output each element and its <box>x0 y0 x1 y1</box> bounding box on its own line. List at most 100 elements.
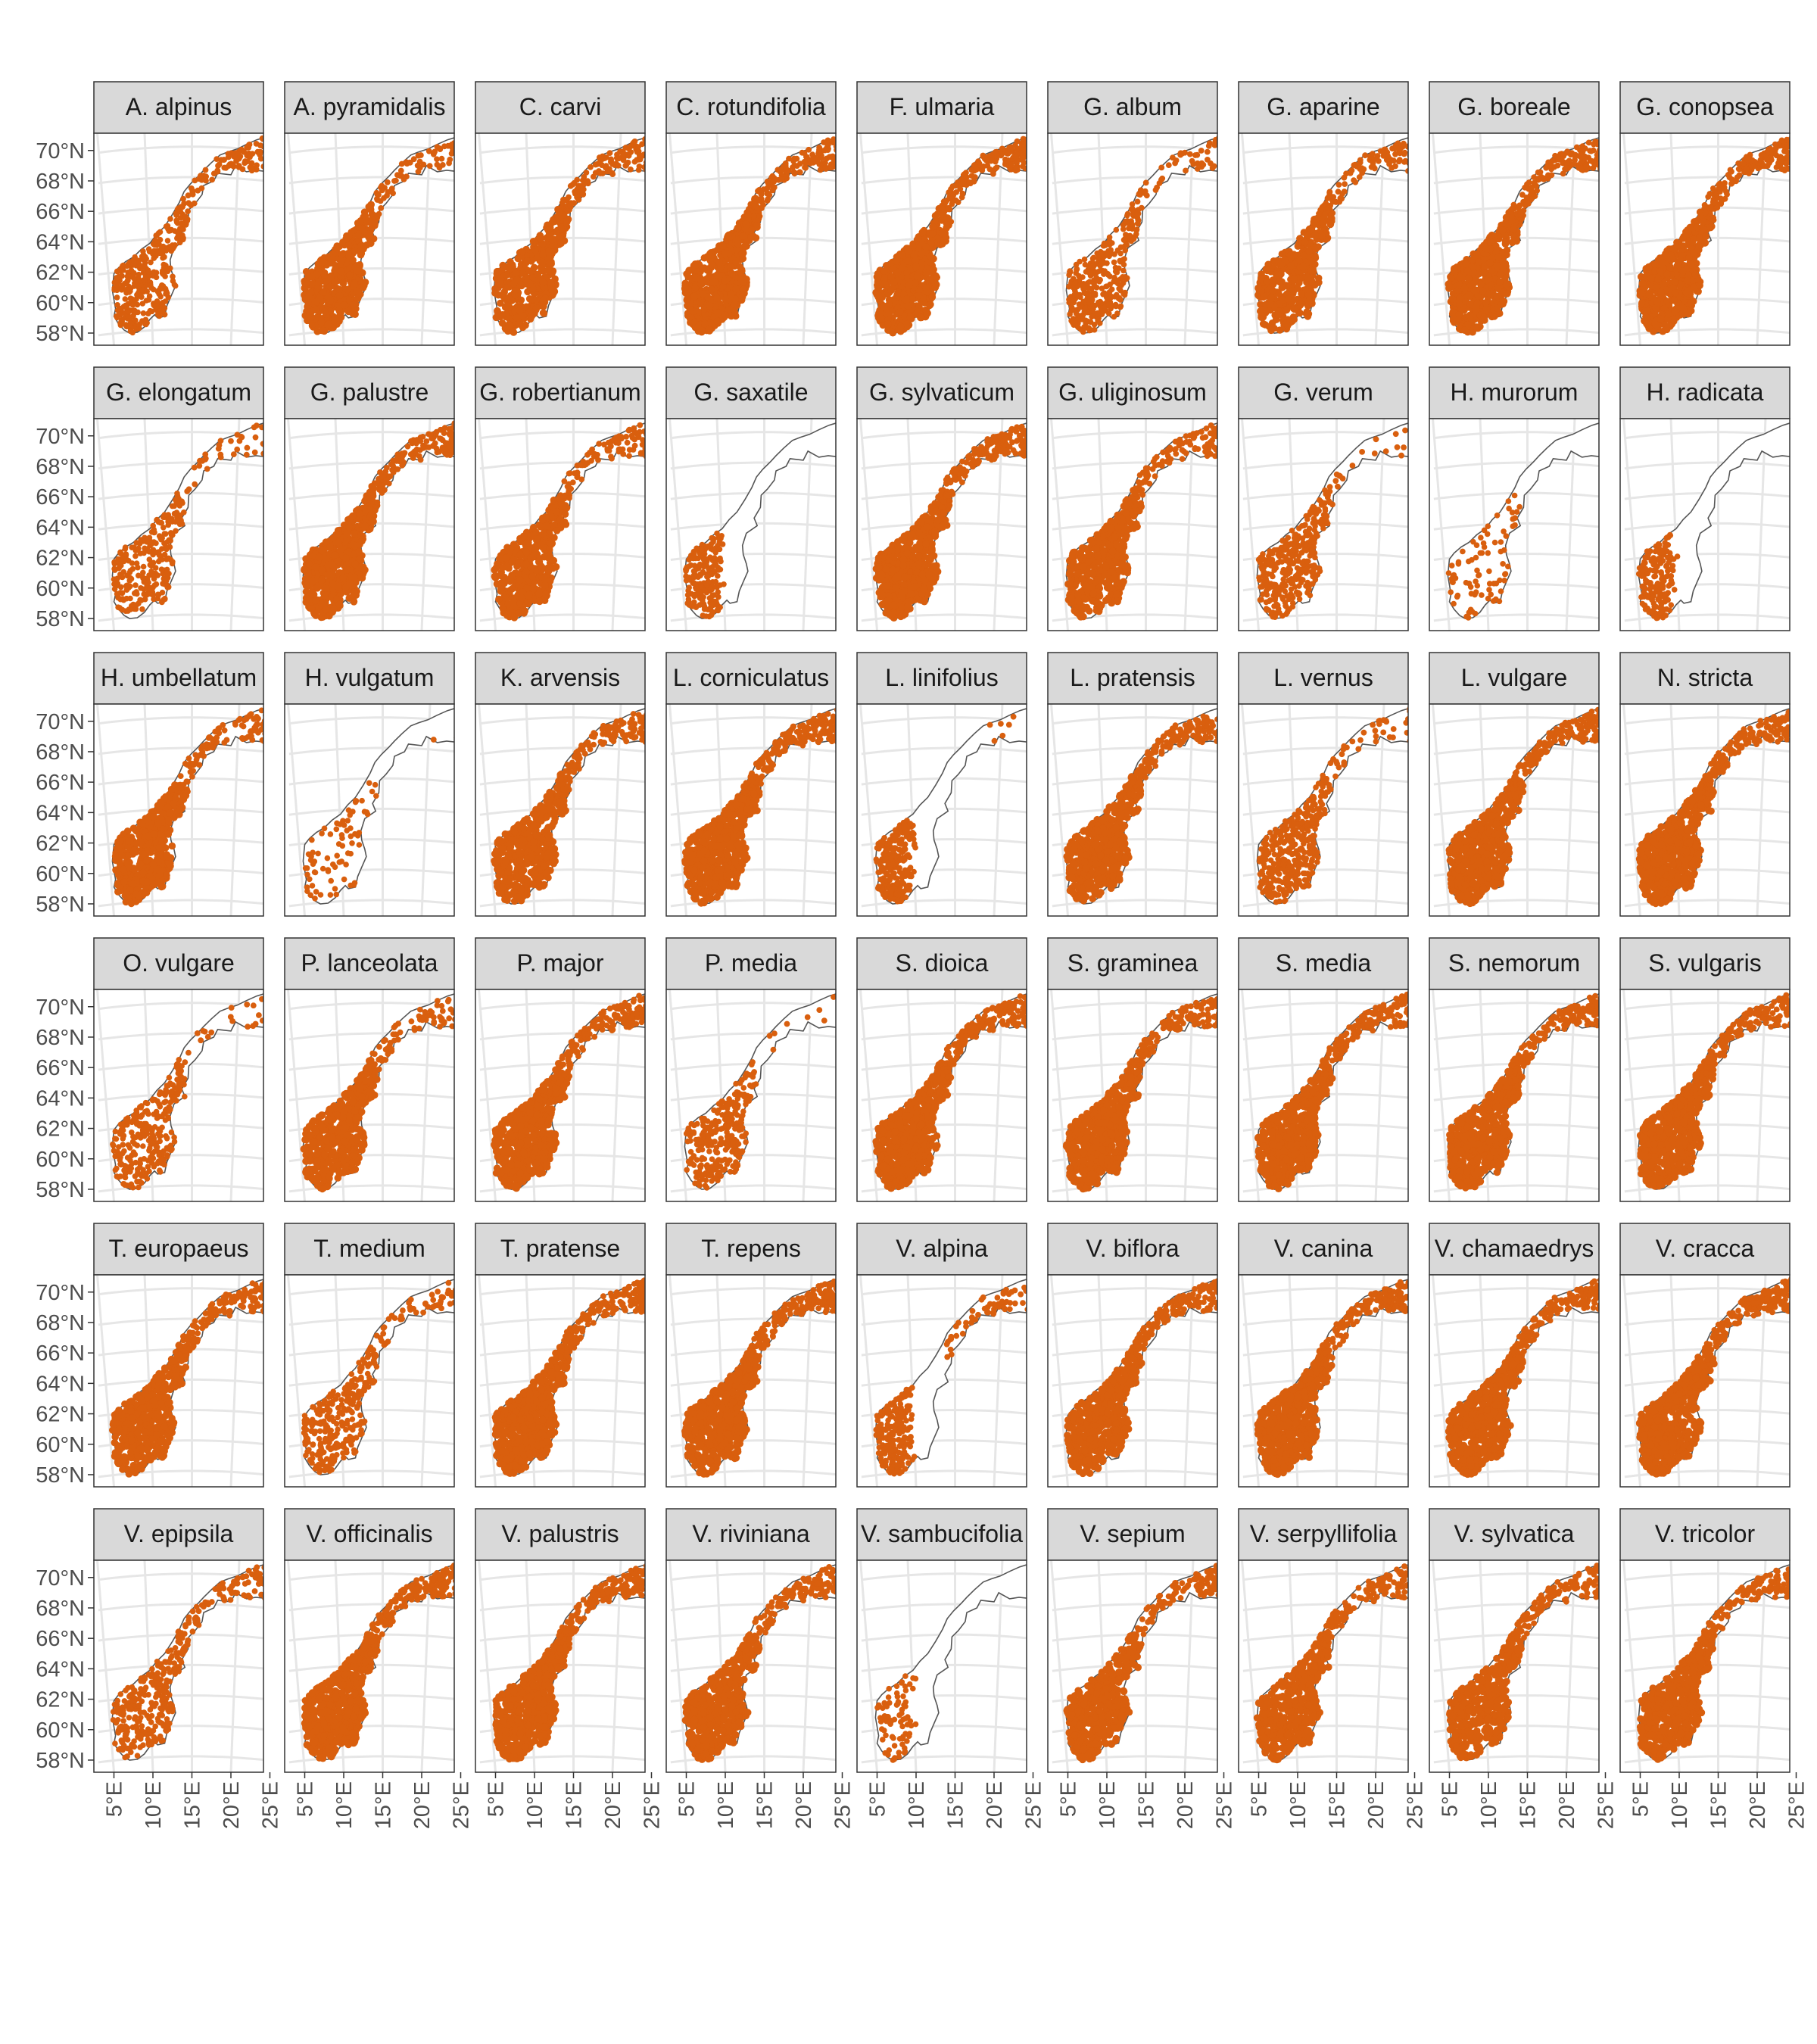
occurrence-point <box>701 320 709 328</box>
occurrence-point <box>1268 294 1276 301</box>
occurrence-point <box>1336 182 1342 188</box>
occurrence-point <box>1307 257 1315 265</box>
occurrence-point <box>519 270 527 277</box>
occurrence-point <box>1153 187 1159 193</box>
occurrence-point <box>747 233 755 241</box>
occurrence-point <box>908 295 916 303</box>
occurrence-point <box>576 197 582 203</box>
occurrence-point <box>1504 290 1511 298</box>
occurrence-point <box>939 240 946 248</box>
occurrence-point <box>1349 167 1355 173</box>
occurrence-point <box>1357 174 1363 180</box>
occurrence-point <box>1134 226 1140 232</box>
occurrence-point <box>1322 211 1328 217</box>
occurrence-point <box>319 288 327 296</box>
occurrence-point <box>732 258 740 266</box>
occurrence-point <box>1264 261 1272 269</box>
occurrence-point <box>1469 282 1476 289</box>
occurrence-point <box>346 272 354 279</box>
occurrence-point <box>632 139 638 145</box>
occurrence-point <box>1069 304 1075 310</box>
occurrence-point <box>1088 273 1094 279</box>
occurrence-point <box>1284 322 1292 329</box>
occurrence-point <box>1464 267 1472 275</box>
occurrence-point <box>708 285 715 293</box>
occurrence-point <box>503 303 510 310</box>
occurrence-point <box>531 247 539 254</box>
occurrence-point <box>497 313 504 321</box>
occurrence-point <box>112 279 118 285</box>
occurrence-point <box>1522 185 1528 191</box>
occurrence-point <box>140 264 146 270</box>
occurrence-point <box>1278 261 1286 269</box>
occurrence-point <box>1106 301 1112 307</box>
occurrence-point <box>384 193 390 199</box>
occurrence-point <box>904 257 912 265</box>
occurrence-point <box>118 268 124 274</box>
occurrence-point <box>693 261 700 269</box>
occurrence-point <box>123 287 129 293</box>
occurrence-point <box>1157 180 1163 186</box>
occurrence-point <box>518 282 525 290</box>
occurrence-point <box>907 313 915 321</box>
occurrence-point <box>1482 245 1490 253</box>
occurrence-point <box>1297 300 1304 307</box>
occurrence-point <box>1198 160 1205 167</box>
occurrence-point <box>1362 152 1368 158</box>
occurrence-point <box>362 213 369 220</box>
occurrence-point <box>1311 218 1318 226</box>
occurrence-point <box>129 330 136 336</box>
occurrence-point <box>1102 291 1108 297</box>
occurrence-point <box>1264 278 1271 285</box>
occurrence-point <box>313 307 321 314</box>
occurrence-point <box>1283 307 1291 314</box>
occurrence-point <box>1121 237 1127 243</box>
occurrence-point <box>622 151 628 157</box>
occurrence-point <box>441 143 447 149</box>
occurrence-point <box>1118 282 1124 288</box>
occurrence-point <box>823 164 829 170</box>
occurrence-point <box>893 257 901 265</box>
occurrence-point <box>1130 222 1136 228</box>
occurrence-point <box>144 298 150 304</box>
occurrence-point <box>1311 232 1319 239</box>
occurrence-point <box>1120 274 1126 280</box>
occurrence-point <box>616 163 622 169</box>
occurrence-point <box>179 221 185 227</box>
occurrence-point <box>161 254 167 260</box>
occurrence-point <box>532 296 540 304</box>
occurrence-point <box>326 298 334 305</box>
occurrence-point <box>1329 215 1335 221</box>
occurrence-point <box>1475 258 1482 266</box>
occurrence-point <box>1360 168 1366 174</box>
occurrence-point <box>1005 157 1011 164</box>
occurrence-point <box>686 266 693 274</box>
occurrence-point <box>157 285 164 291</box>
occurrence-point <box>114 288 120 294</box>
occurrence-point <box>1316 210 1322 217</box>
occurrence-point <box>1342 175 1348 181</box>
occurrence-point <box>731 301 739 308</box>
occurrence-point <box>739 293 746 301</box>
occurrence-point <box>1510 226 1517 233</box>
occurrence-point <box>628 167 634 173</box>
occurrence-point <box>1457 273 1464 281</box>
occurrence-point <box>1172 160 1178 167</box>
occurrence-point <box>172 282 178 288</box>
occurrence-point <box>637 157 644 163</box>
occurrence-point <box>572 189 578 195</box>
occurrence-point <box>516 319 524 327</box>
occurrence-point <box>1090 263 1096 270</box>
occurrence-point <box>1143 180 1149 186</box>
occurrence-point <box>1508 217 1516 225</box>
facet-label: G. aparine <box>1267 93 1379 120</box>
occurrence-point <box>1290 251 1298 258</box>
occurrence-point <box>1090 304 1096 310</box>
occurrence-point <box>953 198 959 204</box>
occurrence-point <box>1102 241 1108 247</box>
occurrence-point <box>1111 275 1117 281</box>
occurrence-point <box>1473 324 1481 332</box>
occurrence-point <box>953 182 959 189</box>
occurrence-point <box>628 143 634 149</box>
occurrence-point <box>164 223 170 229</box>
